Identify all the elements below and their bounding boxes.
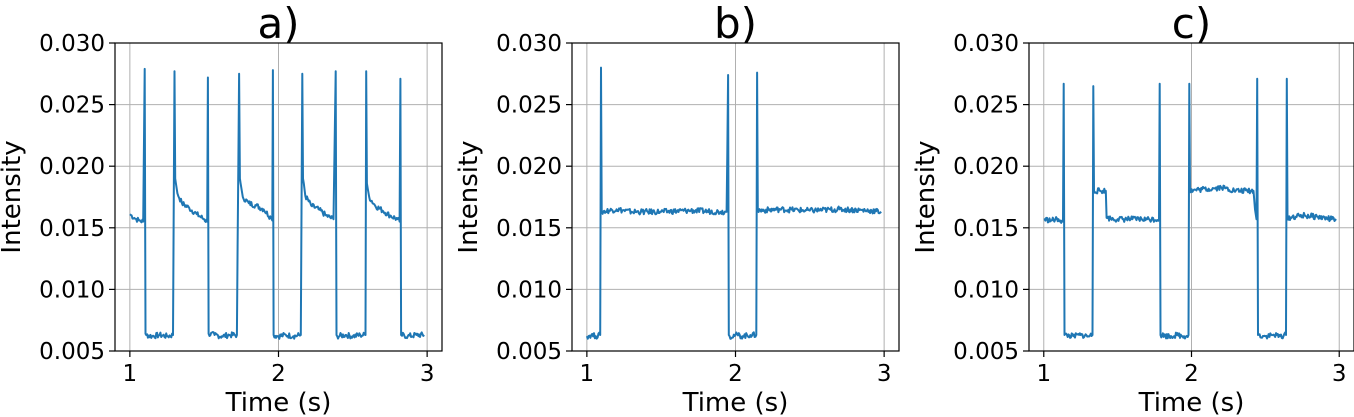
chart-1-series-line-0 [585,66,882,340]
chart-2-ytick-label-1: 0.010 [953,277,1019,303]
chart-1-title: b) [714,0,757,48]
chart-2-xtick-label-0: 1 [1036,361,1051,387]
chart-2-ytick-label-0: 0.005 [953,339,1019,365]
chart-1-xtick-label-1: 2 [728,361,743,387]
chart-1-xlabel: Time (s) [682,388,789,417]
chart-2-series-line-0 [1043,77,1337,340]
chart-0-ytick-label-1: 0.010 [39,277,105,303]
chart-0-xlabel: Time (s) [225,388,332,417]
chart-2-ylabel: Intensity [911,140,941,253]
chart-1-ytick-label-1: 0.010 [496,277,562,303]
chart-2-xlabel: Time (s) [1138,388,1245,417]
chart-0-ytick-label-4: 0.025 [39,93,105,119]
chart-1-ylabel: Intensity [454,140,484,253]
chart-0-title: a) [257,0,299,48]
chart-2-title: c) [1172,0,1211,48]
chart-0-series-line-0 [129,67,425,340]
chart-1-ytick-label-3: 0.020 [496,154,562,180]
chart-0: 1 2 3 0.005 0.010 0.015 0.020 0.025 0.030 a) Time … [0,0,443,417]
chart-1-ytick-label-2: 0.015 [496,216,562,242]
chart-2-xtick-label-1: 2 [1184,361,1199,387]
chart-2-ytick-label-4: 0.025 [953,93,1019,119]
chart-1: 1 2 3 0.005 0.010 0.015 0.020 0.025 0.030 b) Time … [454,0,900,417]
chart-2-ytick-label-5: 0.030 [953,31,1019,57]
chart-1-ytick-label-4: 0.025 [496,93,562,119]
chart-0-xtick-label-2: 3 [420,361,435,387]
chart-2-ytick-label-2: 0.015 [953,216,1019,242]
chart-1-xtick-label-2: 3 [877,361,892,387]
chart-0-xtick-label-1: 2 [271,361,286,387]
chart-0-xtick-label-0: 1 [123,361,138,387]
chart-0-ytick-label-3: 0.020 [39,154,105,180]
chart-0-ylabel: Intensity [0,140,27,253]
chart-1-xtick-label-0: 1 [580,361,595,387]
chart-0-ytick-label-5: 0.030 [39,31,105,57]
chart-1-ytick-label-5: 0.030 [496,31,562,57]
chart-2: 1 2 3 0.005 0.010 0.015 0.020 0.025 0.030 c) Time … [911,0,1354,417]
chart-1-ytick-label-0: 0.005 [496,339,562,365]
chart-0-ytick-label-0: 0.005 [39,339,105,365]
chart-0-ytick-label-2: 0.015 [39,216,105,242]
chart-2-ytick-label-3: 0.020 [953,154,1019,180]
chart-2-xtick-label-2: 3 [1332,361,1347,387]
